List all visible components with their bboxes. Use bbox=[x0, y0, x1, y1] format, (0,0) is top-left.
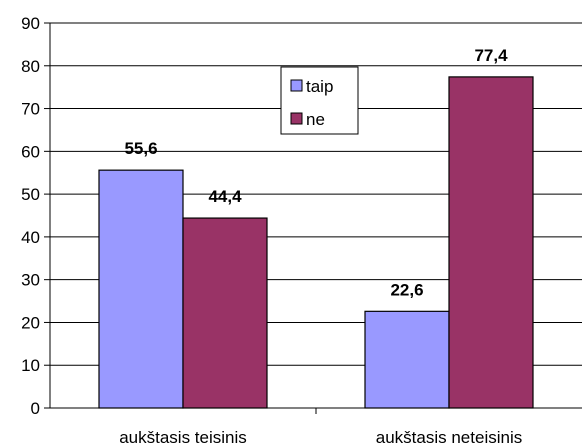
y-tick-label: 70 bbox=[21, 100, 40, 119]
y-tick-label: 40 bbox=[21, 228, 40, 247]
y-tick-label: 30 bbox=[21, 271, 40, 290]
legend-label-ne: ne bbox=[306, 110, 325, 129]
bar-ne-1 bbox=[448, 76, 534, 409]
x-tick-label: aukštasis teisinis bbox=[119, 428, 247, 447]
y-tick-label: 50 bbox=[21, 185, 40, 204]
data-label-taip-1: 22,6 bbox=[390, 280, 423, 299]
y-tick-label: 10 bbox=[21, 356, 40, 375]
data-labels: 55,6 44,4 22,6 77,4 bbox=[124, 46, 508, 299]
legend-swatch-taip bbox=[290, 79, 303, 92]
bar-taip-1 bbox=[364, 310, 450, 409]
data-label-ne-1: 77,4 bbox=[474, 46, 508, 65]
y-tick-label: 20 bbox=[21, 313, 40, 332]
y-tick-label: 60 bbox=[21, 142, 40, 161]
legend: taip ne bbox=[280, 66, 359, 135]
y-tick-label: 0 bbox=[31, 399, 40, 418]
data-label-taip-0: 55,6 bbox=[124, 139, 157, 158]
y-tick-label: 90 bbox=[21, 14, 40, 33]
x-tick-labels: aukštasis teisinis aukštasis neteisinis bbox=[119, 408, 522, 447]
bar-ne-0 bbox=[182, 217, 268, 409]
x-tick-label: aukštasis neteisinis bbox=[376, 428, 522, 447]
legend-swatch-ne bbox=[290, 112, 303, 125]
bars bbox=[98, 76, 534, 409]
legend-label-taip: taip bbox=[306, 77, 333, 96]
y-tick-label: 80 bbox=[21, 57, 40, 76]
y-tick-labels: 0 10 20 30 40 50 60 70 80 90 bbox=[21, 14, 40, 418]
bar-taip-0 bbox=[98, 169, 184, 409]
data-label-ne-0: 44,4 bbox=[208, 187, 242, 206]
